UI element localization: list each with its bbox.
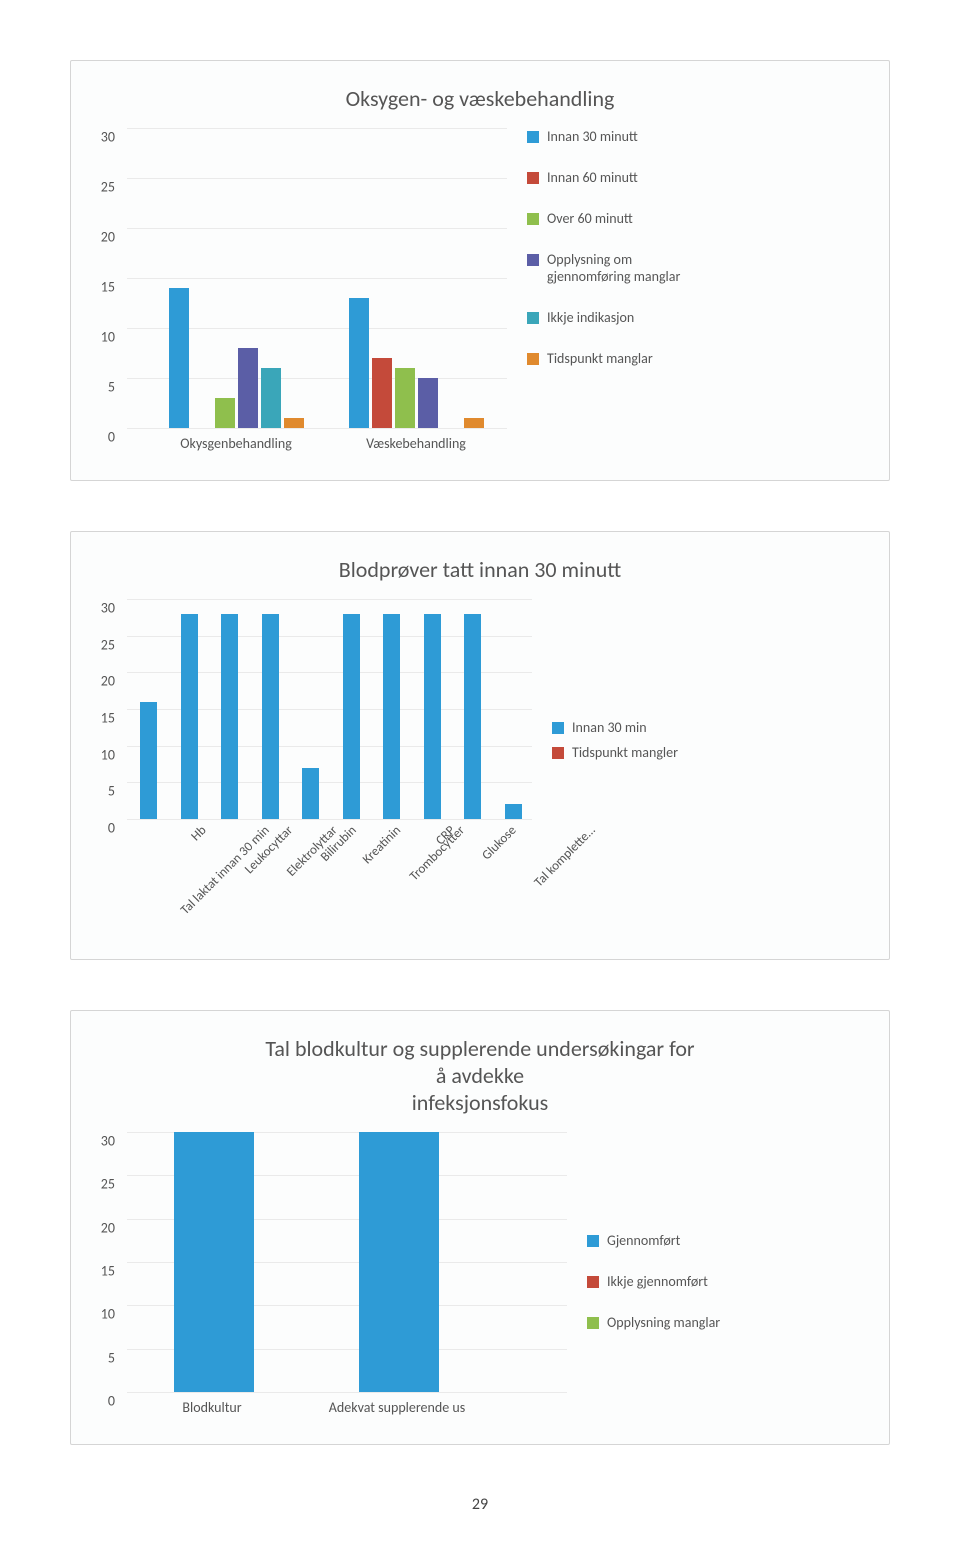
bar [343, 614, 360, 819]
bar [221, 614, 238, 819]
legend-item: Tidspunkt manglar [527, 350, 680, 367]
legend-item: Opplysning om gjennomføring manglar [527, 251, 680, 285]
chart-blodprover: Blodprøver tatt innan 30 minutt 05101520… [70, 531, 890, 960]
legend-swatch [587, 1317, 599, 1329]
bar [349, 298, 369, 428]
legend-item: Opplysning manglar [587, 1314, 720, 1331]
legend-swatch [552, 722, 564, 734]
y-tick: 20 [85, 673, 115, 690]
legend-label: Innan 30 min [572, 719, 647, 736]
y-tick: 10 [85, 1306, 115, 1323]
legend-item: Over 60 minutt [527, 210, 680, 227]
legend-label: Innan 60 minutt [547, 169, 638, 186]
x-category-label: Adekvat supplerende us [329, 1399, 465, 1416]
bar [359, 1132, 439, 1392]
y-tick: 30 [85, 600, 115, 617]
bar [464, 418, 484, 428]
x-category-label: Væskebehandling [278, 435, 554, 452]
legend-label: Opplysning om gjennomføring manglar [547, 251, 680, 285]
legend-item: Ikkje indikasjon [527, 309, 680, 326]
bar [302, 768, 319, 819]
bar [169, 288, 189, 428]
legend-label: Tidspunkt manglar [547, 350, 653, 367]
x-category-label: Blodkultur [182, 1399, 241, 1416]
legend-swatch [527, 172, 539, 184]
bar-group: Væskebehandling [347, 298, 485, 428]
y-tick: 25 [85, 179, 115, 196]
chart1-plot: 051015202530OkysgenbehandlingVæskebehand… [127, 128, 507, 428]
chart-oksygen: Oksygen- og væskebehandling 051015202530… [70, 60, 890, 481]
legend-label: Innan 30 minutt [547, 128, 638, 145]
y-tick: 25 [85, 1176, 115, 1193]
bar [284, 418, 304, 428]
chart1-title: Oksygen- og væskebehandling [91, 85, 869, 112]
chart3-legend: Gjennomført Ikkje gjennomført Opplysning m… [587, 1232, 720, 1331]
legend-item: Innan 60 minutt [527, 169, 680, 186]
legend-swatch [527, 312, 539, 324]
legend-item: Tidspunkt mangler [552, 744, 678, 761]
y-tick: 30 [85, 1133, 115, 1150]
bar [424, 614, 441, 819]
y-tick: 20 [85, 1219, 115, 1236]
chart2-title: Blodprøver tatt innan 30 minutt [91, 556, 869, 583]
legend-label: Gjennomført [607, 1232, 680, 1249]
legend-item: Ikkje gjennomført [587, 1273, 720, 1290]
bar [464, 614, 481, 819]
y-tick: 20 [85, 229, 115, 246]
legend-swatch [527, 213, 539, 225]
bar [383, 614, 400, 819]
bar [181, 614, 198, 819]
y-tick: 25 [85, 636, 115, 653]
bar [418, 378, 438, 428]
legend-swatch [527, 131, 539, 143]
legend-swatch [587, 1276, 599, 1288]
bar [395, 368, 415, 428]
legend-swatch [552, 747, 564, 759]
legend-swatch [527, 353, 539, 365]
legend-swatch [527, 254, 539, 266]
bar [174, 1132, 254, 1392]
y-tick: 5 [85, 379, 115, 396]
bar [140, 702, 157, 819]
legend-item: Gjennomført [587, 1232, 720, 1249]
chart1-legend: Innan 30 minutt Innan 60 minutt Over 60 mi… [527, 128, 680, 367]
y-tick: 15 [85, 710, 115, 727]
y-tick: 15 [85, 279, 115, 296]
chart2-legend: Innan 30 min Tidspunkt mangler [552, 719, 678, 761]
bar [372, 358, 392, 428]
legend-swatch [587, 1235, 599, 1247]
bar [215, 398, 235, 428]
y-tick: 15 [85, 1263, 115, 1280]
chart3-title: Tal blodkultur og supplerende undersøkin… [91, 1035, 869, 1116]
legend-item: Innan 30 min [552, 719, 678, 736]
chart-blodkultur: Tal blodkultur og supplerende undersøkin… [70, 1010, 890, 1445]
y-tick: 30 [85, 129, 115, 146]
bar [505, 804, 522, 819]
legend-label: Ikkje indikasjon [547, 309, 634, 326]
legend-label: Ikkje gjennomført [607, 1273, 708, 1290]
y-tick: 5 [85, 783, 115, 800]
bar-group: Okysgenbehandling [167, 288, 305, 428]
chart3-plot: 051015202530BlodkulturAdekvat supplerend… [127, 1132, 567, 1392]
chart2-plot: 051015202530 [127, 599, 532, 819]
y-tick: 0 [85, 1393, 115, 1410]
y-tick: 5 [85, 1349, 115, 1366]
x-category-label: Hb [188, 823, 209, 844]
y-tick: 10 [85, 329, 115, 346]
legend-label: Over 60 minutt [547, 210, 633, 227]
x-category-label: Kreatinin [360, 823, 404, 867]
bar [261, 368, 281, 428]
page-number: 29 [70, 1495, 890, 1514]
y-tick: 10 [85, 746, 115, 763]
chart2-xaxis: Tal laktat innan 30 minHbLeukocyttarElek… [127, 819, 532, 929]
legend-label: Tidspunkt mangler [572, 744, 678, 761]
scanned-page: Oksygen- og væskebehandling 051015202530… [0, 0, 960, 1554]
bar [262, 614, 279, 819]
legend-label: Opplysning manglar [607, 1314, 720, 1331]
bar [238, 348, 258, 428]
x-category-label: Glukose [480, 823, 520, 863]
legend-item: Innan 30 minutt [527, 128, 680, 145]
y-tick: 0 [85, 820, 115, 837]
